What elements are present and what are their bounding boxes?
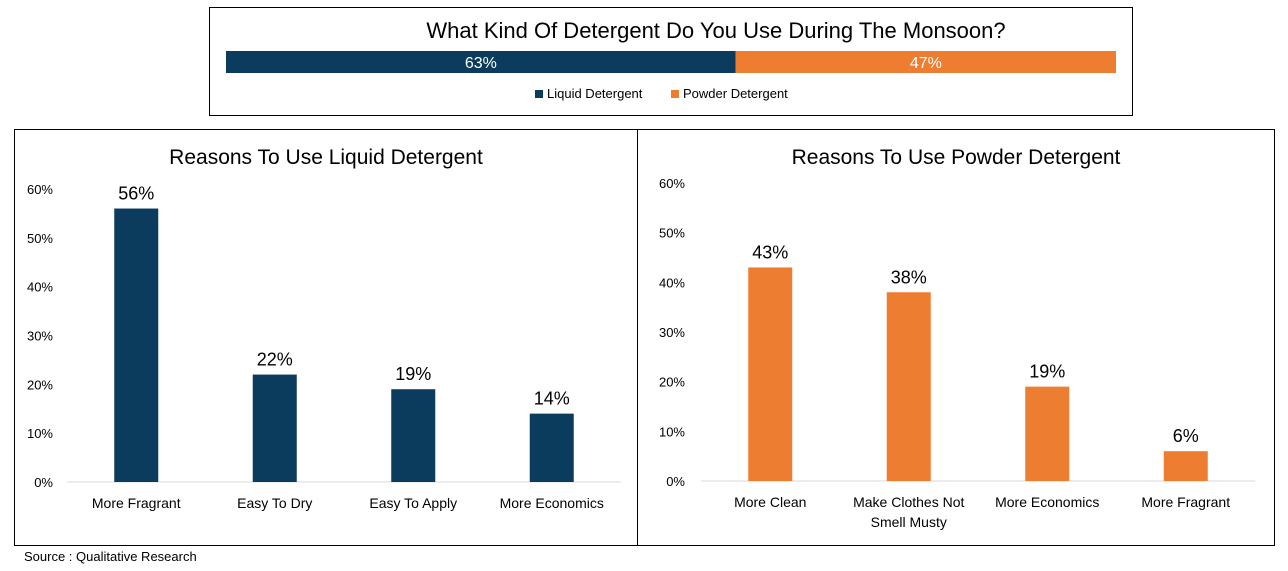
- y-tick-label: 20%: [659, 375, 685, 390]
- powder-reasons-chart: Reasons To Use Powder Detergent 0% 10% 20% 3…: [637, 129, 1275, 546]
- x-tick-label: Easy To Apply: [369, 495, 457, 511]
- data-label-3: 19%: [395, 364, 431, 384]
- data-label-1: 56%: [118, 184, 154, 204]
- legend-swatch-2: [671, 90, 679, 98]
- legend-label-1: Liquid Detergent: [547, 86, 643, 101]
- liquid-reasons-chart-svg: Reasons To Use Liquid Detergent 0% 10% 20% 3…: [27, 146, 621, 511]
- data-label-2: 38%: [891, 267, 927, 287]
- x-tick-label: More Clean: [734, 494, 806, 510]
- segment-label-1: 63%: [465, 55, 497, 72]
- x-tick-label: More Fragrant: [92, 495, 181, 511]
- stacked-bar-segment-1: [226, 51, 736, 73]
- y-tick-label: 30%: [659, 325, 685, 340]
- y-tick-label: 40%: [27, 280, 53, 295]
- stacked-bar-segment-2: [735, 51, 1116, 73]
- powder-reasons-chart-svg: Reasons To Use Powder Detergent 0% 10% 20% 3…: [659, 146, 1255, 530]
- data-label-1: 43%: [752, 242, 788, 262]
- y-tick-label: 60%: [659, 176, 685, 191]
- y-tick-label: 50%: [659, 226, 685, 241]
- y-tick-label: 0%: [666, 474, 685, 489]
- y-tick-label: 60%: [27, 182, 53, 197]
- x-tick-label: More Economics: [995, 494, 1099, 510]
- x-tick-label: Easy To Dry: [237, 495, 312, 511]
- chart-title: Reasons To Use Liquid Detergent: [169, 146, 483, 169]
- bar-1: [748, 267, 793, 481]
- chart-title: Reasons To Use Powder Detergent: [792, 146, 1121, 169]
- x-tick-label: Smell Musty: [871, 514, 947, 530]
- legend-swatch-1: [535, 90, 543, 98]
- detergent-type-chart: What Kind Of Detergent Do You Use During…: [209, 7, 1133, 116]
- bar-3: [1025, 386, 1070, 481]
- y-tick-label: 40%: [659, 275, 685, 290]
- bar-1: [114, 208, 159, 482]
- y-tick-label: 30%: [27, 329, 53, 344]
- bar-2: [252, 374, 297, 482]
- y-tick-label: 20%: [27, 377, 53, 392]
- detergent-type-chart-svg: What Kind Of Detergent Do You Use During…: [226, 18, 1116, 101]
- source-note: Source : Qualitative Research: [24, 549, 197, 564]
- bar-4: [529, 413, 574, 482]
- x-tick-label: More Economics: [500, 495, 604, 511]
- bar-4: [1163, 451, 1208, 481]
- x-tick-label: Make Clothes Not: [853, 494, 964, 510]
- y-tick-label: 0%: [34, 475, 53, 490]
- segment-label-2: 47%: [910, 55, 942, 72]
- data-label-4: 14%: [534, 389, 570, 409]
- data-label-2: 22%: [257, 350, 293, 370]
- liquid-reasons-chart: Reasons To Use Liquid Detergent 0% 10% 20% 3…: [14, 129, 638, 546]
- x-tick-label: More Fragrant: [1141, 494, 1230, 510]
- data-label-4: 6%: [1173, 426, 1199, 446]
- y-tick-label: 10%: [659, 424, 685, 439]
- chart-title: What Kind Of Detergent Do You Use During…: [426, 18, 1005, 43]
- y-tick-label: 50%: [27, 231, 53, 246]
- bar-3: [391, 389, 436, 482]
- data-label-3: 19%: [1029, 362, 1065, 382]
- legend-label-2: Powder Detergent: [683, 86, 788, 101]
- y-tick-label: 10%: [27, 426, 53, 441]
- bar-2: [886, 292, 931, 481]
